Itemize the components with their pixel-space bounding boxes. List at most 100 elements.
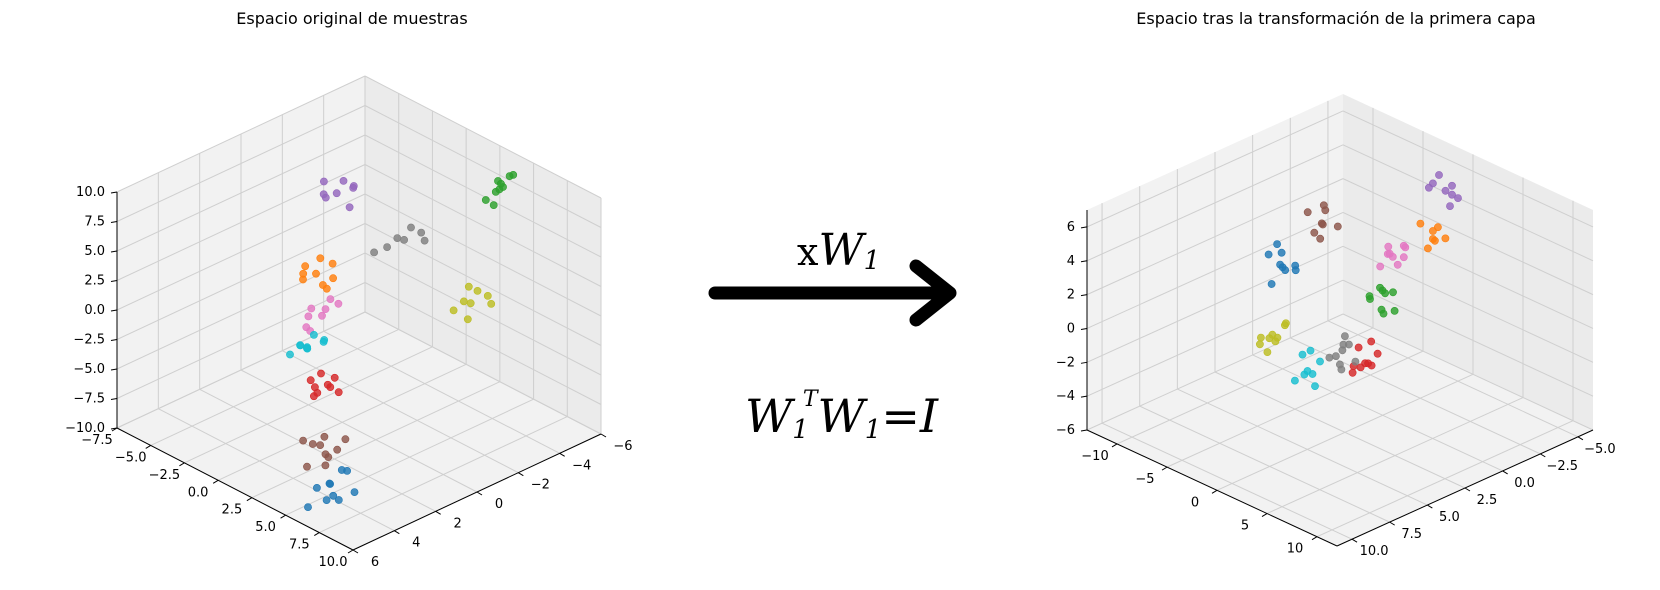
tick-mark xyxy=(1080,327,1088,330)
z-tick-label: −7.5 xyxy=(73,392,105,407)
y-tick-label: 0.0 xyxy=(188,485,209,500)
grid-line xyxy=(1086,212,1344,329)
y-tick-label: −7.5 xyxy=(81,433,113,448)
data-point xyxy=(1416,219,1425,228)
data-points xyxy=(1256,171,1462,390)
tick-labels: −5.0 −2.5 0.0 2.5 5.0 7.5 10.0 −10 −5 0 5 10 −6 −4 −2 0… xyxy=(1056,220,1616,559)
tick-mark xyxy=(280,514,286,519)
tick-mark xyxy=(110,309,118,312)
data-point xyxy=(306,376,315,385)
series-green xyxy=(481,170,518,209)
data-point xyxy=(312,269,320,278)
data-point xyxy=(320,432,329,441)
x-tick-label: −5.0 xyxy=(1584,442,1616,457)
series-olive xyxy=(449,282,496,324)
z-tick-label: 4 xyxy=(1067,254,1075,269)
grid-line xyxy=(184,346,433,464)
grid-line xyxy=(1166,350,1424,468)
x-tick-label: 5.0 xyxy=(1439,510,1460,525)
data-point xyxy=(483,291,492,300)
data-point xyxy=(1441,234,1450,243)
grid-line xyxy=(1086,313,1344,431)
tick-mark xyxy=(246,497,253,502)
data-point xyxy=(299,436,307,445)
series-gray xyxy=(1325,332,1360,374)
series-purple xyxy=(319,176,358,212)
data-point xyxy=(286,350,294,359)
tick-mark xyxy=(1080,260,1088,263)
y-tick-label: −5.0 xyxy=(115,450,147,465)
arrow-label-W: W xyxy=(818,225,867,276)
y-tick-label: 5 xyxy=(1241,519,1249,534)
data-point xyxy=(1376,262,1385,271)
data-point xyxy=(383,243,391,251)
eq-sub-left: 1 xyxy=(792,415,809,445)
data-point xyxy=(1273,240,1281,248)
data-point xyxy=(329,491,338,500)
grid-line xyxy=(364,134,602,258)
grid-lines xyxy=(116,75,602,551)
data-point xyxy=(1448,190,1456,199)
data-point xyxy=(449,306,458,315)
data-point xyxy=(1316,357,1324,366)
data-point xyxy=(299,269,308,278)
data-point xyxy=(333,445,342,454)
series-gray xyxy=(370,223,429,257)
series-olive xyxy=(1256,319,1290,356)
grid-line xyxy=(217,363,467,481)
data-point xyxy=(316,441,325,449)
data-point xyxy=(1351,357,1360,366)
grid-line xyxy=(364,164,602,287)
data-point xyxy=(370,248,378,257)
data-point xyxy=(1424,244,1432,253)
data-point xyxy=(1298,350,1307,359)
data-point xyxy=(1263,348,1272,356)
y-tick-label: 10 xyxy=(1287,542,1304,557)
series-orange xyxy=(1416,219,1450,253)
arrow-label-subscript: 1 xyxy=(864,246,881,276)
x-tick-label: 0 xyxy=(495,497,503,512)
z-tick-label: −5.0 xyxy=(73,362,105,377)
x-tick-label: −6 xyxy=(613,439,632,454)
tick-mark xyxy=(476,491,483,496)
data-points xyxy=(286,170,518,511)
data-point xyxy=(1303,208,1312,217)
grid-line xyxy=(285,398,534,516)
data-point xyxy=(1300,370,1309,379)
y-tick-label: −2.5 xyxy=(149,468,181,483)
data-point xyxy=(319,337,328,346)
data-point xyxy=(325,479,334,488)
tick-mark xyxy=(1080,361,1088,364)
eq-superscript: T xyxy=(803,387,820,412)
data-point xyxy=(307,304,316,313)
data-point xyxy=(319,190,328,199)
data-point xyxy=(420,236,429,245)
tick-mark xyxy=(1211,489,1218,494)
tick-mark xyxy=(518,472,524,477)
data-point xyxy=(350,488,359,496)
data-point xyxy=(326,295,335,303)
tick-labels: −6−4−20246−7.5−5.0−2.50.02.55.07.510.0−1… xyxy=(65,185,632,570)
data-point xyxy=(1306,346,1315,355)
tick-mark xyxy=(110,221,118,223)
data-point xyxy=(417,228,426,237)
grid-line xyxy=(1101,422,1353,540)
data-point xyxy=(332,189,341,198)
x-tick-label: −4 xyxy=(572,458,591,473)
tick-mark xyxy=(110,398,118,400)
data-point xyxy=(334,496,343,504)
data-point xyxy=(1325,353,1334,362)
orthogonality-equation: W1TW1=I xyxy=(745,387,939,445)
data-point xyxy=(1257,333,1265,342)
y-tick-label: 0 xyxy=(1191,495,1199,510)
grid-line xyxy=(1214,371,1466,489)
data-point xyxy=(1441,186,1450,195)
grid-line xyxy=(116,134,366,252)
tick-mark xyxy=(110,250,118,253)
grid-line xyxy=(116,311,366,429)
series-orange xyxy=(299,254,337,293)
y-axis-line xyxy=(116,427,354,551)
data-point xyxy=(505,172,514,180)
grid-line xyxy=(116,223,366,340)
data-point xyxy=(1379,309,1388,318)
